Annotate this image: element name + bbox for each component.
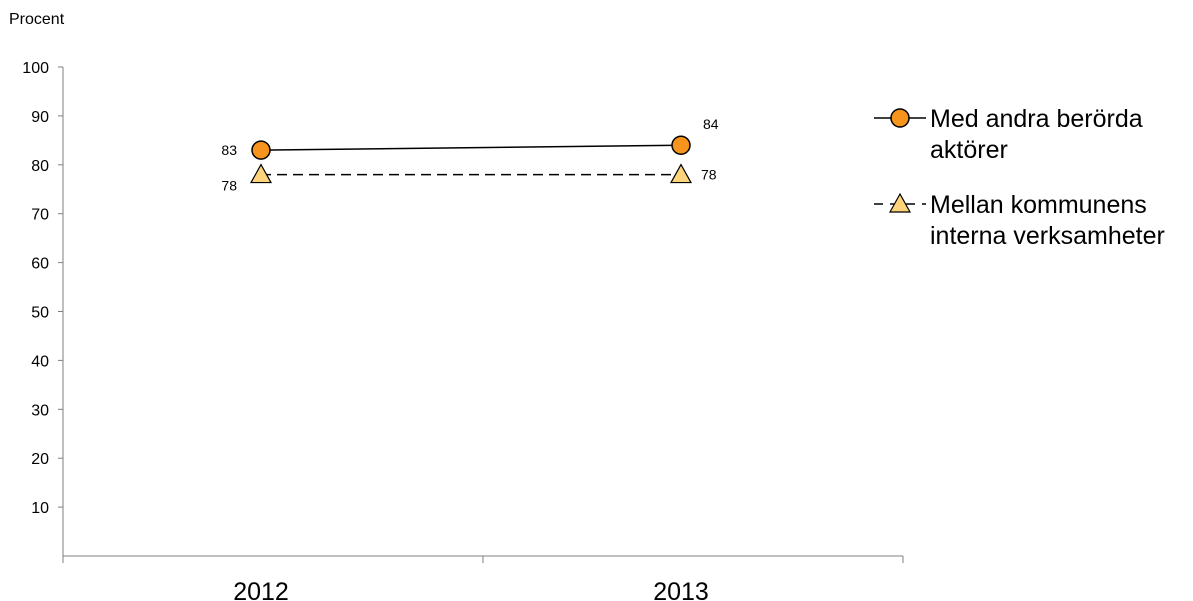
legend-item-1: Med andra berörda aktörer — [874, 105, 1143, 164]
y-axis-title: Procent — [9, 11, 65, 28]
data-label: 78 — [221, 178, 237, 194]
axes: 10 20 30 40 50 60 70 80 90 100 2012 2013 — [22, 60, 904, 601]
series-line — [260, 144, 682, 151]
data-point — [251, 140, 271, 160]
y-tick-label: 40 — [31, 353, 49, 370]
y-tick-label: 20 — [31, 451, 49, 468]
y-tick-label: 30 — [31, 402, 49, 419]
data-point — [671, 135, 691, 155]
legend-label: Med andra berörda — [930, 105, 1143, 133]
data-label: 83 — [221, 142, 237, 158]
y-tick-label: 60 — [31, 256, 49, 273]
x-tick-label: 2013 — [653, 578, 709, 601]
legend-item-2: Mellan kommunens interna verksamheter — [874, 191, 1165, 250]
y-tick-label: 80 — [31, 158, 49, 175]
series-layer: 83 84 78 78 — [221, 116, 718, 193]
y-tick-label: 100 — [22, 60, 49, 77]
x-tick-label: 2012 — [233, 578, 289, 601]
y-tick-label: 70 — [31, 207, 49, 224]
y-tick-label: 50 — [31, 305, 49, 322]
legend: Med andra berörda aktörer Mellan kommunens… — [874, 105, 1165, 250]
legend-label: interna verksamheter — [930, 222, 1165, 250]
data-point — [249, 163, 273, 184]
data-point — [669, 163, 693, 184]
data-label: 84 — [703, 116, 719, 132]
data-label: 78 — [701, 167, 717, 183]
series-2: 78 78 — [221, 163, 717, 194]
y-tick-label: 90 — [31, 109, 49, 126]
legend-circle-marker — [890, 108, 910, 128]
legend-label: Mellan kommunens — [930, 191, 1147, 219]
legend-label: aktörer — [930, 136, 1008, 164]
series-1: 83 84 — [221, 116, 719, 160]
y-tick-label: 10 — [31, 500, 49, 517]
legend-triangle-marker — [888, 192, 912, 213]
